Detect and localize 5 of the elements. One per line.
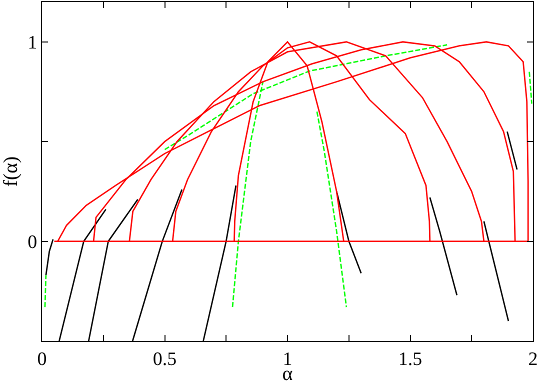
y-axis-title: f(α)	[0, 156, 22, 187]
x-tick-label: 2	[528, 348, 538, 370]
x-tick-label: 0.5	[152, 348, 177, 370]
x-tick-label: 1.5	[398, 348, 422, 370]
x-tick-label: 1	[282, 348, 292, 370]
